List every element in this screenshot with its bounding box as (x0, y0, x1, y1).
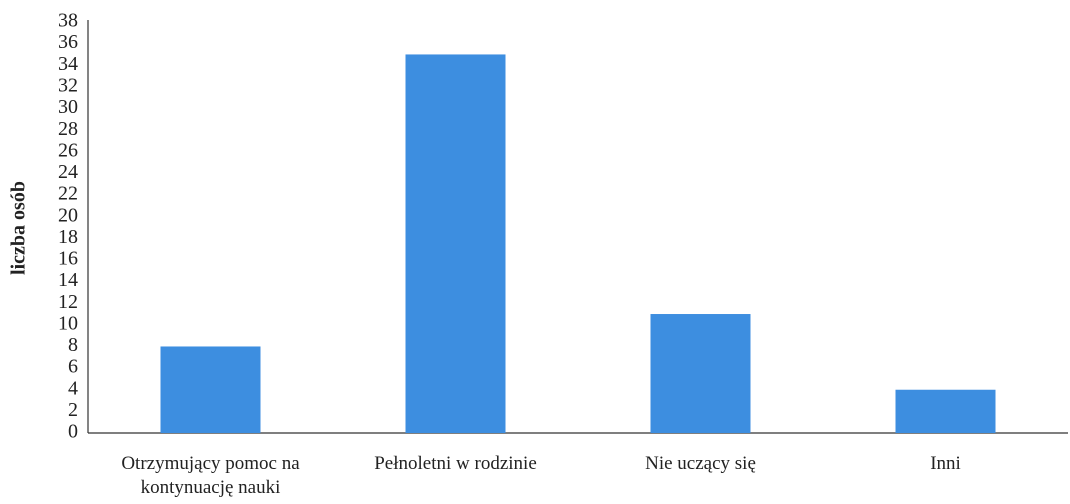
y-tick-label: 20 (58, 204, 78, 226)
y-tick-label: 8 (68, 334, 78, 356)
y-tick-label: 26 (58, 139, 78, 161)
y-tick-label: 14 (58, 269, 78, 291)
bar (405, 54, 506, 434)
y-tick-label: 22 (58, 183, 78, 205)
bar (650, 314, 751, 433)
y-tick-label: 38 (58, 10, 78, 32)
x-tick-label: Nie uczący się (645, 453, 756, 474)
y-tick-label: 6 (68, 356, 78, 378)
x-tick-label: Pełnoletni w rodzinie (374, 453, 537, 474)
y-tick-label: 18 (58, 226, 78, 248)
bar (160, 346, 261, 433)
y-tick-label: 16 (58, 248, 78, 270)
bar (895, 389, 996, 433)
y-tick-label: 28 (58, 118, 78, 140)
y-tick-label: 2 (68, 399, 78, 421)
x-tick-label: Inni (930, 453, 961, 474)
y-axis-label: liczba osób (8, 181, 30, 275)
y-tick-label: 4 (68, 377, 78, 399)
y-tick-label: 36 (58, 31, 78, 53)
y-tick-label: 34 (58, 53, 78, 75)
y-tick-label: 0 (68, 421, 78, 443)
y-tick-label: 12 (58, 291, 78, 313)
y-tick-label: 10 (58, 312, 78, 334)
y-tick-label: 24 (58, 161, 78, 183)
y-tick-label: 32 (58, 74, 78, 96)
x-tick-label: Otrzymujący pomoc na kontynuację nauki (121, 453, 300, 498)
y-tick-label: 30 (58, 96, 78, 118)
